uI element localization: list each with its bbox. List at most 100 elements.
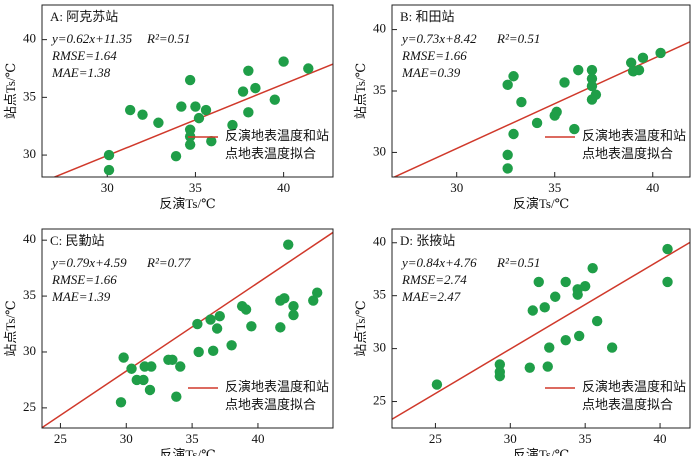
x-tick-label: 25 [54, 431, 67, 446]
y-axis-label: 站点Ts/℃ [353, 300, 368, 356]
x-tick-label: 40 [646, 180, 659, 195]
x-tick-label: 30 [504, 431, 517, 446]
point [533, 276, 544, 288]
x-axis-label: 反演Ts/℃ [159, 447, 215, 456]
point [494, 359, 506, 370]
x-tick-label: 35 [579, 431, 592, 446]
x-tick-label: 40 [654, 431, 667, 446]
y-tick-label: 40 [373, 21, 386, 36]
legend-label: 点地表温度拟合 [582, 397, 673, 412]
x-tick-label: 30 [450, 180, 463, 195]
point [176, 101, 187, 112]
point [508, 128, 519, 140]
point [579, 280, 591, 292]
legend-label: 点地表温度拟合 [582, 146, 673, 161]
point [184, 139, 196, 150]
fit-line [42, 231, 333, 428]
point [662, 243, 673, 255]
x-tick-label: 30 [120, 431, 133, 446]
point [226, 340, 237, 351]
panel-title: C: 民勤站 [50, 233, 105, 248]
x-tick-label: 40 [277, 180, 290, 195]
point [184, 74, 196, 86]
point [237, 86, 249, 97]
x-axis-label: 反演Ts/℃ [513, 196, 569, 211]
point [283, 239, 294, 250]
point [146, 361, 157, 372]
point [240, 304, 252, 315]
point [502, 163, 513, 174]
annotation: R²=0.77 [146, 255, 191, 270]
x-tick-label: 35 [186, 431, 199, 446]
annotation: MAE=1.38 [51, 65, 111, 80]
point [569, 123, 580, 135]
panel-title: D: 张掖站 [400, 233, 455, 248]
point [137, 109, 148, 120]
point [207, 345, 219, 357]
x-axis-label: 反演Ts/℃ [513, 447, 569, 456]
point [311, 287, 323, 298]
point [625, 57, 637, 68]
point [246, 321, 257, 332]
y-axis-label: 站点Ts/℃ [3, 300, 18, 356]
annotation: RMSE=1.66 [401, 48, 467, 63]
y-tick-label: 35 [23, 88, 36, 103]
y-tick-label: 30 [373, 340, 386, 355]
annotation: y=0.79x+4.59 [50, 255, 127, 270]
point [308, 295, 319, 306]
annotation: R²=0.51 [496, 255, 540, 270]
point [655, 47, 666, 59]
point [551, 106, 562, 118]
point [573, 330, 585, 342]
point [288, 309, 299, 321]
y-axis-label: 站点Ts/℃ [3, 63, 18, 119]
x-tick-label: 35 [548, 180, 561, 195]
point [573, 64, 584, 76]
point [250, 82, 261, 94]
y-tick-label: 25 [373, 393, 386, 408]
point [586, 73, 598, 84]
annotation: y=0.73x+8.42 [400, 31, 477, 46]
point [586, 64, 598, 76]
annotation: RMSE=2.74 [401, 272, 467, 287]
point [586, 80, 598, 92]
annotation: RMSE=1.66 [51, 272, 117, 287]
point [124, 104, 136, 116]
y-tick-label: 40 [23, 231, 36, 246]
point [587, 262, 598, 274]
point [531, 117, 543, 129]
point [205, 314, 216, 325]
point [303, 63, 314, 74]
point [524, 362, 535, 373]
point [206, 136, 217, 147]
frame [41, 228, 334, 429]
point [559, 77, 570, 88]
point [502, 79, 513, 91]
panel: 30 35 40 30 35 40 A: 阿克苏站 y=0.62x+11.35 R²=0.51 R… [3, 4, 334, 211]
annotation: R²=0.51 [146, 31, 190, 46]
x-tick-label: 35 [189, 180, 202, 195]
point [431, 379, 443, 390]
legend-label: 反演地表温度和站 [225, 379, 329, 394]
y-axis-label: 站点Ts/℃ [353, 63, 368, 119]
point [103, 149, 115, 161]
legend-label: 反演地表温度和站 [582, 128, 686, 143]
legend-label: 点地表温度拟合 [225, 146, 316, 161]
point [544, 342, 555, 353]
annotation: R²=0.51 [496, 31, 540, 46]
point [171, 391, 182, 402]
point [508, 71, 519, 82]
point [190, 101, 201, 112]
point [214, 311, 225, 322]
point [227, 119, 238, 131]
point [275, 322, 286, 333]
frame [391, 228, 691, 429]
point [606, 342, 618, 353]
panel-title: A: 阿克苏站 [50, 9, 118, 24]
point [542, 361, 553, 372]
point [211, 323, 223, 334]
fit-line [52, 63, 333, 177]
point [193, 346, 204, 358]
point [103, 164, 115, 176]
point [278, 56, 289, 67]
